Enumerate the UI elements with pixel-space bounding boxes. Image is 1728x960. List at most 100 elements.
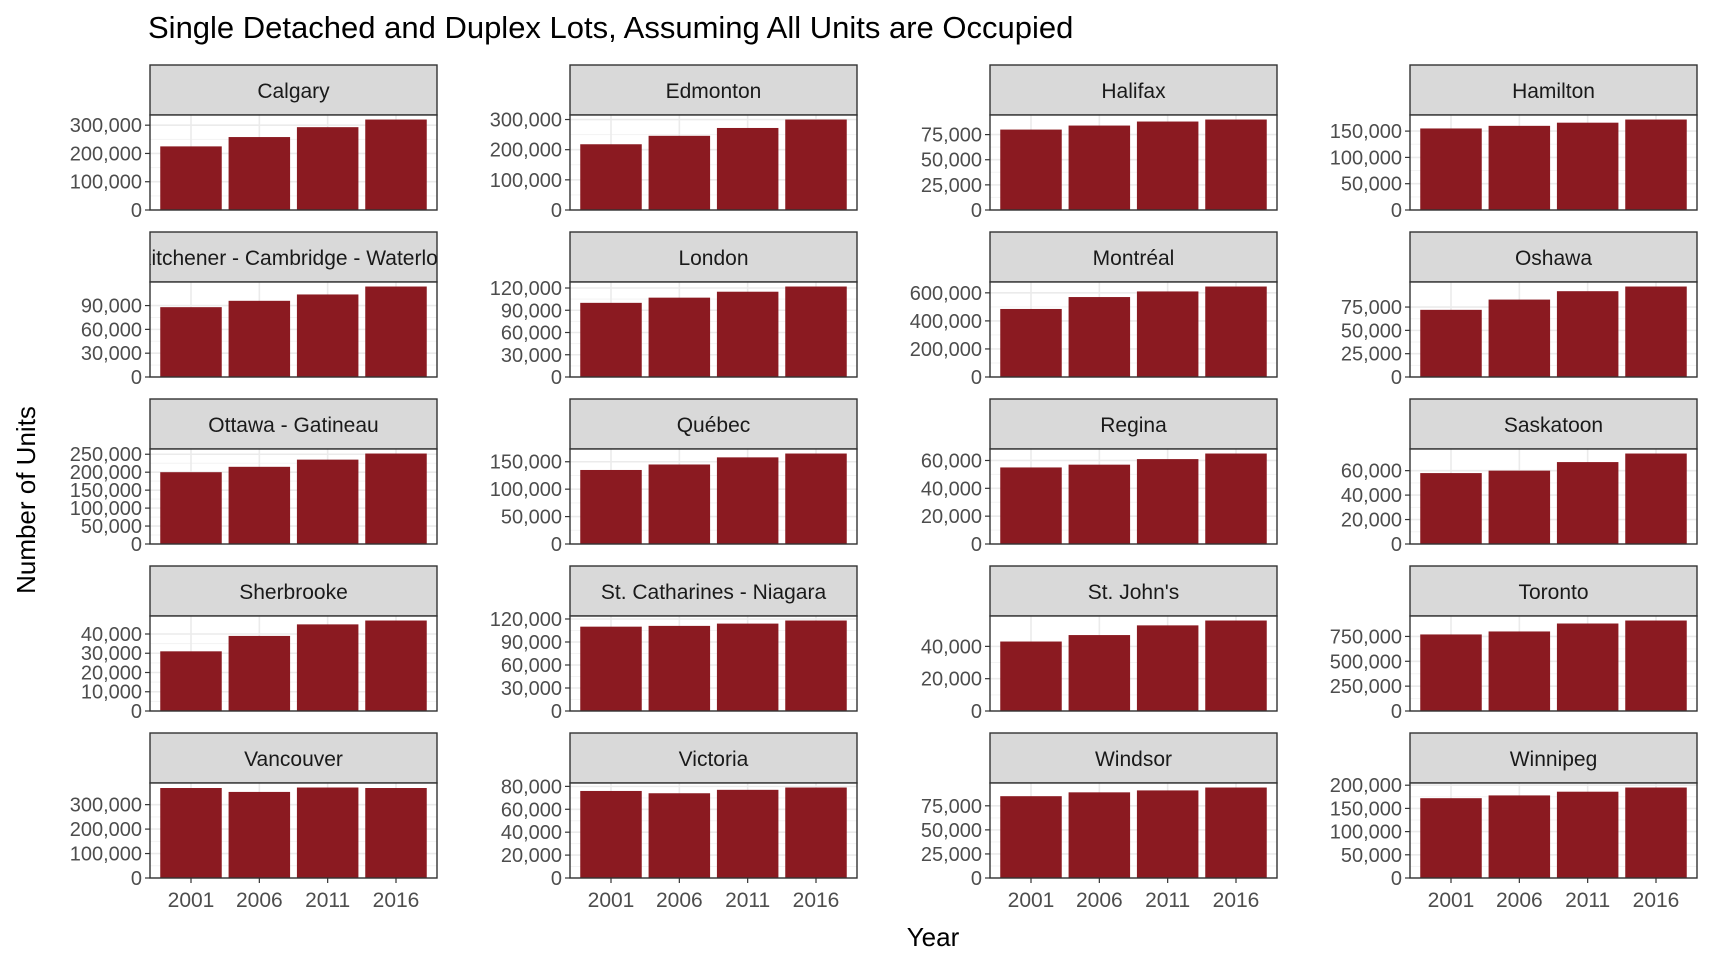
facet-strip — [989, 231, 1278, 283]
panel-frame — [989, 281, 1278, 378]
panel-edmonton: Edmonton 0 100,000 200,000 300,000 — [490, 64, 858, 222]
y-tick-label: 60,000 — [501, 655, 562, 677]
y-tick-label: 0 — [551, 200, 562, 222]
y-tick-label: 150,000 — [1330, 121, 1402, 143]
bar-st-john-s-2016 — [1205, 620, 1267, 711]
y-tick-label: 0 — [971, 534, 982, 556]
facet-strip — [1409, 565, 1698, 617]
y-tick-label: 300,000 — [70, 115, 142, 137]
x-tick-label: 2016 — [1633, 889, 1680, 912]
y-tick-label: 30,000 — [501, 345, 562, 367]
panel-st-john-s: St. John's 0 20,000 40,000 — [921, 565, 1278, 723]
y-tick-label: 100,000 — [70, 172, 142, 194]
bar-oshawa-2016 — [1625, 286, 1687, 377]
y-tick-label: 150,000 — [1330, 798, 1402, 820]
bar-halifax-2011 — [1136, 121, 1199, 210]
panel-hamilton: Hamilton 0 50,000 100,000 150,000 — [1330, 64, 1698, 222]
bar-hamilton-2006 — [1488, 125, 1551, 210]
bar-toronto-2011 — [1556, 623, 1619, 711]
panel-frame — [1409, 448, 1698, 545]
bar-sherbrooke-2001 — [160, 651, 222, 711]
panel-frame — [989, 782, 1278, 879]
bar-regina-2001 — [1000, 467, 1062, 544]
facet-label: St. Catharines - Niagara — [601, 581, 827, 604]
y-tick-label: 90,000 — [501, 632, 562, 654]
panel-frame — [1409, 782, 1698, 879]
panel-frame — [149, 782, 438, 879]
bar-sherbrooke-2011 — [296, 624, 359, 711]
panel-frame — [569, 782, 858, 879]
y-tick-label: 25,000 — [921, 844, 982, 866]
bar-quebec-2006 — [648, 464, 711, 544]
y-tick-label: 60,000 — [501, 799, 562, 821]
x-tick-label: 2011 — [305, 889, 350, 912]
bar-edmonton-2001 — [580, 144, 642, 210]
y-tick-label: 25,000 — [1341, 344, 1402, 366]
y-tick-label: 500,000 — [1330, 651, 1402, 673]
y-tick-label: 0 — [131, 367, 142, 389]
facet-strip — [149, 732, 438, 784]
bar-toronto-2016 — [1625, 620, 1687, 711]
y-tick-label: 100,000 — [1330, 147, 1402, 169]
chart-title: Single Detached and Duplex Lots, Assumin… — [148, 10, 1073, 45]
facet-label: Ottawa - Gatineau — [208, 414, 378, 437]
panel-frame — [1409, 615, 1698, 712]
facet-label: Calgary — [257, 80, 330, 103]
bar-winnipeg-2006 — [1488, 795, 1551, 878]
facet-label: Edmonton — [666, 80, 762, 103]
facet-strip — [1409, 732, 1698, 784]
facet-strip — [569, 64, 858, 116]
y-tick-label: 200,000 — [1330, 775, 1402, 797]
facet-label: Hamilton — [1512, 80, 1595, 103]
y-tick-label: 400,000 — [910, 311, 982, 333]
y-tick-label: 120,000 — [490, 609, 562, 631]
bar-victoria-2006 — [648, 793, 711, 878]
bar-winnipeg-2016 — [1625, 787, 1687, 878]
facet-label: Victoria — [679, 748, 749, 771]
y-tick-label: 20,000 — [921, 506, 982, 528]
panel-halifax: Halifax 0 25,000 50,000 75,000 — [921, 64, 1278, 222]
y-tick-label: 0 — [551, 534, 562, 556]
y-tick-label: 40,000 — [921, 636, 982, 658]
facet-strip — [1409, 398, 1698, 450]
bar-oshawa-2006 — [1488, 299, 1551, 377]
y-tick-label: 200,000 — [70, 819, 142, 841]
x-tick-label: 2006 — [656, 889, 703, 912]
panel-frame — [149, 448, 438, 545]
bar-ottawa-gatineau-2011 — [296, 459, 359, 544]
panel-montreal: Montréal 0 200,000 400,000 600,000 — [910, 231, 1278, 389]
bar-montreal-2006 — [1068, 297, 1131, 377]
y-tick-label: 50,000 — [1341, 320, 1402, 342]
y-tick-label: 100,000 — [490, 170, 562, 192]
y-tick-label: 50,000 — [1341, 845, 1402, 867]
y-tick-label: 150,000 — [70, 480, 142, 502]
y-tick-label: 0 — [971, 200, 982, 222]
bar-vancouver-2001 — [160, 788, 222, 878]
facet-label: Halifax — [1101, 80, 1166, 103]
panel-kitchener-cambridge-waterloo: Kitchener - Cambridge - Waterloo 030,0006… — [81, 231, 438, 389]
y-tick-label: 40,000 — [1341, 485, 1402, 507]
bar-calgary-2006 — [228, 137, 291, 210]
facet-panels: Calgary0100,000200,000300,000Edmonton010… — [70, 64, 1698, 912]
y-tick-label: 100,000 — [1330, 822, 1402, 844]
panel-calgary: Calgary 0 100,000 200,000 300,000 — [70, 64, 438, 222]
y-tick-label: 40,000 — [81, 624, 142, 646]
bar-montreal-2011 — [1136, 291, 1199, 377]
y-tick-label: 250,000 — [1330, 676, 1402, 698]
facet-strip — [149, 398, 438, 450]
bar-saskatoon-2011 — [1556, 462, 1619, 544]
bar-hamilton-2011 — [1556, 122, 1619, 210]
facet-label: Québec — [677, 414, 751, 437]
bar-st-john-s-2011 — [1136, 625, 1199, 711]
facet-strip — [569, 732, 858, 784]
y-tick-label: 300,000 — [70, 795, 142, 817]
bar-st-catharines-niagara-2001 — [580, 626, 642, 711]
facet-label: Sherbrooke — [239, 581, 348, 604]
bar-kitchener-cambridge-waterloo-2011 — [296, 294, 359, 377]
y-tick-label: 150,000 — [490, 452, 562, 474]
bar-sherbrooke-2016 — [365, 620, 427, 711]
